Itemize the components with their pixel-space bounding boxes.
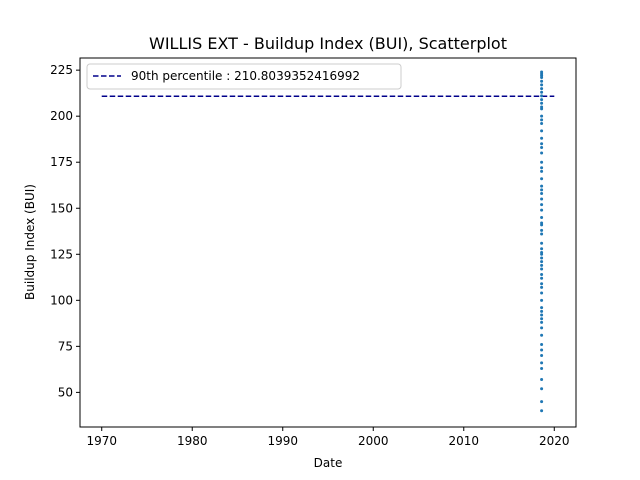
scatter-point xyxy=(540,184,544,188)
x-tick-label: 1980 xyxy=(177,434,208,448)
scatter-point xyxy=(540,169,544,173)
scatter-point xyxy=(540,94,544,98)
scatter-point xyxy=(540,267,544,271)
scatter-point xyxy=(540,309,544,313)
scatter-point xyxy=(540,343,544,347)
scatter-point xyxy=(540,298,544,302)
scatter-point xyxy=(540,387,544,391)
scatter-point xyxy=(540,151,544,155)
y-tick-label: 100 xyxy=(50,293,73,307)
legend-label: 90th percentile : 210.8039352416992 xyxy=(131,69,360,83)
y-tick-label: 150 xyxy=(50,201,73,215)
x-axis-label: Date xyxy=(314,456,343,470)
y-tick-label: 125 xyxy=(50,247,73,261)
x-tick-label: 2020 xyxy=(539,434,570,448)
scatter-point xyxy=(540,160,544,164)
scatter-point xyxy=(540,326,544,330)
legend-box xyxy=(86,63,402,90)
scatter-point xyxy=(540,101,544,105)
scatter-point xyxy=(540,129,544,133)
scatter-point xyxy=(540,409,544,413)
scatter-point xyxy=(540,333,544,337)
scatter-point xyxy=(540,122,544,126)
y-tick-label: 175 xyxy=(50,155,73,169)
scatter-point xyxy=(540,177,544,181)
scatter-point xyxy=(540,166,544,170)
y-tick-label: 200 xyxy=(50,109,73,123)
scatter-point xyxy=(540,256,544,260)
chart-title: WILLIS EXT - Buildup Index (BUI), Scatte… xyxy=(149,34,507,53)
scatter-point xyxy=(540,105,544,109)
scatter-point xyxy=(540,197,544,201)
scatter-point xyxy=(540,306,544,310)
scatter-point xyxy=(540,136,544,140)
x-tick-label: 2000 xyxy=(358,434,389,448)
x-tick-label: 2010 xyxy=(448,434,479,448)
scatter-point xyxy=(540,317,544,321)
scatter-point xyxy=(540,142,544,146)
scatter-point xyxy=(540,79,544,83)
scatter-point xyxy=(540,260,544,264)
axes-frame xyxy=(79,57,577,428)
scatter-point xyxy=(540,285,544,289)
y-axis-ticks: 50 75 100 125 150 175 200 225 xyxy=(50,63,80,399)
x-tick-label: 1970 xyxy=(86,434,117,448)
scatter-point xyxy=(540,90,544,94)
x-axis-ticks: 1970 1980 1990 2000 2010 2020 xyxy=(86,427,570,448)
scatter-point xyxy=(540,203,544,207)
scatter-point xyxy=(540,276,544,280)
scatter-point xyxy=(540,188,544,192)
scatter-point xyxy=(540,70,544,74)
scatter-point xyxy=(540,83,544,87)
scatter-point xyxy=(540,361,544,365)
scatter-point xyxy=(540,241,544,245)
scatter-point xyxy=(540,291,544,295)
scatter-point xyxy=(540,250,544,254)
x-tick-label: 1990 xyxy=(267,434,298,448)
y-tick-label: 75 xyxy=(58,339,73,353)
scatter-point xyxy=(540,247,544,251)
scatter-point xyxy=(540,98,544,102)
plot-area xyxy=(101,70,555,413)
y-tick-label: 225 xyxy=(50,63,73,77)
y-tick-label: 50 xyxy=(58,385,73,399)
scatter-point xyxy=(540,320,544,324)
scatter-point xyxy=(540,263,544,267)
scatter-point xyxy=(540,221,544,225)
scatter-point xyxy=(540,215,544,219)
scatter-point xyxy=(540,192,544,196)
scatter-point xyxy=(540,354,544,358)
scatter-point xyxy=(540,282,544,286)
scatter-point xyxy=(540,348,544,352)
scatter-point xyxy=(540,208,544,212)
scatter-point xyxy=(540,118,544,122)
scatter-point xyxy=(540,400,544,404)
scatter-point xyxy=(540,377,544,381)
scatter-point xyxy=(540,273,544,277)
y-axis-label: Buildup Index (BUI) xyxy=(23,184,37,300)
legend: 90th percentile : 210.8039352416992 xyxy=(86,63,402,90)
scatter-point xyxy=(540,232,544,236)
scatter-point xyxy=(540,313,544,317)
scatter-point xyxy=(540,366,544,370)
scatter-point xyxy=(540,114,544,118)
scatter-point xyxy=(540,87,544,91)
scatter-point xyxy=(540,145,544,149)
scatter-point xyxy=(540,228,544,232)
